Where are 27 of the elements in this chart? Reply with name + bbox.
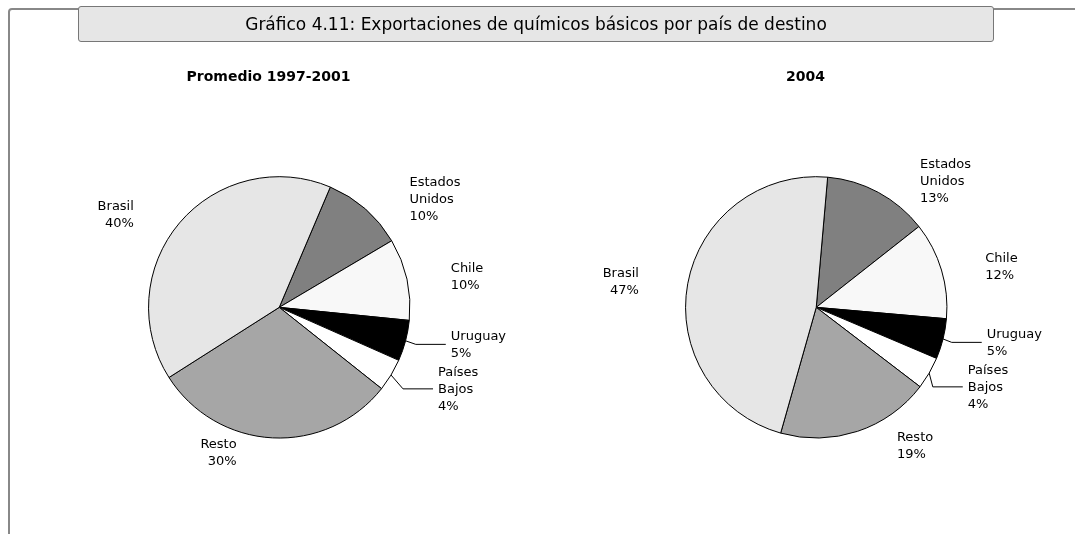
data-label: 4% xyxy=(438,398,459,414)
data-label: 12% xyxy=(985,267,1015,283)
data-label: 4% xyxy=(967,396,989,412)
data-label: 10% xyxy=(409,207,439,223)
data-label: 30% xyxy=(207,452,237,468)
slice-label: Brasil xyxy=(97,197,134,213)
slice-label: Estados Unidos xyxy=(920,155,972,188)
slice-label: Países Bajos xyxy=(967,362,1009,395)
slice-label: Países Bajos xyxy=(438,364,479,397)
data-label: 13% xyxy=(920,189,949,205)
data-label: 5% xyxy=(450,345,472,361)
chart-title: Promedio 1997-2001 xyxy=(186,68,351,84)
slice-label: Chile xyxy=(985,250,1018,266)
data-label: 5% xyxy=(986,343,1008,359)
slice-label: Uruguay xyxy=(986,326,1043,342)
data-label: 19% xyxy=(896,445,926,461)
slice-label: Brasil xyxy=(602,265,639,281)
data-label: 10% xyxy=(450,277,480,293)
chart-title: 2004 xyxy=(786,68,826,84)
slice-label: Resto xyxy=(200,435,237,451)
slice-label: Uruguay xyxy=(450,328,507,344)
slice-label: Estados Unidos xyxy=(409,173,461,206)
data-label: 47% xyxy=(610,282,639,298)
text: Gráfico 4.11: Exportaciones de químicos básicos por país de destino xyxy=(78,6,994,42)
data-label: 40% xyxy=(104,214,134,230)
slice-label: Resto xyxy=(896,428,934,444)
slice-label: Chile xyxy=(450,260,484,276)
